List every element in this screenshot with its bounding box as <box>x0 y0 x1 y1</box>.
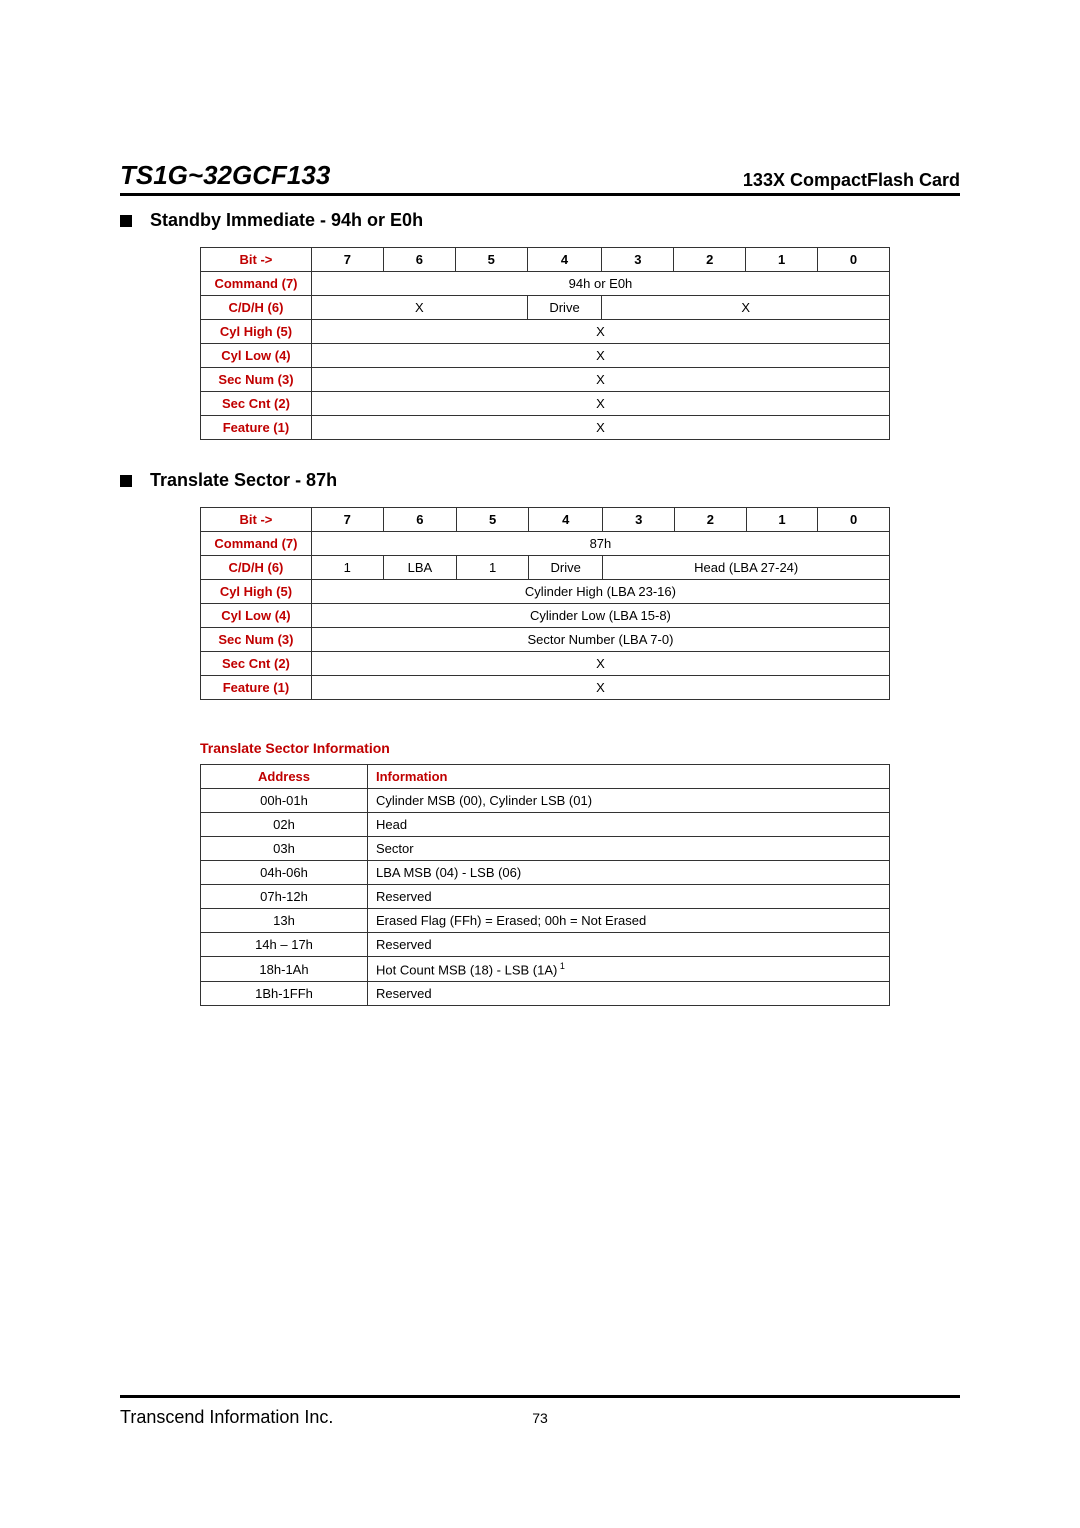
row-label: C/D/H (6) <box>201 296 312 320</box>
info-addr: 14h – 17h <box>201 933 368 957</box>
row-label: C/D/H (6) <box>201 556 312 580</box>
row-val: 94h or E0h <box>311 272 889 296</box>
footer-company: Transcend Information Inc. <box>120 1407 333 1428</box>
bit-6: 6 <box>383 248 455 272</box>
doc-title: TS1G~32GCF133 <box>120 160 330 191</box>
info-addr: 03h <box>201 837 368 861</box>
bit-3: 3 <box>602 248 674 272</box>
row-val: X <box>602 296 890 320</box>
info-addr: 00h-01h <box>201 789 368 813</box>
table-translate: Bit -> 7 6 5 4 3 2 1 0 Command (7) 87h C… <box>200 507 890 700</box>
page-header: TS1G~32GCF133 133X CompactFlash Card <box>120 160 960 196</box>
row-label: Cyl Low (4) <box>201 604 312 628</box>
row-val: X <box>311 296 527 320</box>
info-value: Reserved <box>368 933 890 957</box>
row-label: Sec Cnt (2) <box>201 652 312 676</box>
row-val: 87h <box>311 532 889 556</box>
section2-title: Translate Sector - 87h <box>150 470 337 491</box>
info-value: Reserved <box>368 885 890 909</box>
bit-4: 4 <box>527 248 602 272</box>
row-val: X <box>311 344 889 368</box>
bit-6: 6 <box>383 508 457 532</box>
info-addr: 18h-1Ah <box>201 957 368 982</box>
table-standby: Bit -> 7 6 5 4 3 2 1 0 Command (7) 94h o… <box>200 247 890 440</box>
page-footer: Transcend Information Inc. 73 <box>120 1407 960 1428</box>
info-value: Cylinder MSB (00), Cylinder LSB (01) <box>368 789 890 813</box>
section-translate: Translate Sector - 87h <box>120 470 960 491</box>
bit-2: 2 <box>674 248 746 272</box>
info-value: Head <box>368 813 890 837</box>
bit-5: 5 <box>457 508 529 532</box>
row-val: Sector Number (LBA 7-0) <box>311 628 889 652</box>
bit-2: 2 <box>675 508 747 532</box>
footer-rule <box>120 1395 960 1398</box>
bit-0: 0 <box>818 248 890 272</box>
bit-7: 7 <box>311 248 383 272</box>
row-label: Cyl High (5) <box>201 320 312 344</box>
section1-title: Standby Immediate - 94h or E0h <box>150 210 423 231</box>
row-val: Head (LBA 27-24) <box>603 556 890 580</box>
section-standby: Standby Immediate - 94h or E0h <box>120 210 960 231</box>
row-val: X <box>311 320 889 344</box>
bullet-icon <box>120 475 132 487</box>
info-addr: 02h <box>201 813 368 837</box>
bit-3: 3 <box>603 508 675 532</box>
table-info: Address Information 00h-01hCylinder MSB … <box>200 764 890 1006</box>
info-value: Reserved <box>368 982 890 1006</box>
row-label: Sec Num (3) <box>201 368 312 392</box>
bit-5: 5 <box>455 248 527 272</box>
bit-1: 1 <box>746 508 818 532</box>
row-val: X <box>311 368 889 392</box>
info-value: Erased Flag (FFh) = Erased; 00h = Not Er… <box>368 909 890 933</box>
info-header-info: Information <box>368 765 890 789</box>
bit-7: 7 <box>311 508 383 532</box>
bit-4: 4 <box>528 508 603 532</box>
doc-subtitle: 133X CompactFlash Card <box>743 170 960 191</box>
bit-0: 0 <box>818 508 890 532</box>
bit-1: 1 <box>746 248 818 272</box>
bullet-icon <box>120 215 132 227</box>
row-label: Sec Num (3) <box>201 628 312 652</box>
row-label: Command (7) <box>201 272 312 296</box>
row-label: Feature (1) <box>201 416 312 440</box>
row-label: Feature (1) <box>201 676 312 700</box>
row-val: X <box>311 416 889 440</box>
row-val: Drive <box>527 296 602 320</box>
row-label: Cyl High (5) <box>201 580 312 604</box>
row-val: 1 <box>311 556 383 580</box>
row-val: LBA <box>383 556 457 580</box>
row-val: X <box>311 676 889 700</box>
bit-header: Bit -> <box>201 508 312 532</box>
info-value: Hot Count MSB (18) - LSB (1A) 1 <box>368 957 890 982</box>
bit-header: Bit -> <box>201 248 312 272</box>
row-val: Drive <box>528 556 603 580</box>
row-val: 1 <box>457 556 529 580</box>
row-val: X <box>311 392 889 416</box>
row-val: X <box>311 652 889 676</box>
info-addr: 1Bh-1FFh <box>201 982 368 1006</box>
page-number: 73 <box>532 1410 548 1426</box>
info-header-addr: Address <box>201 765 368 789</box>
info-value: LBA MSB (04) - LSB (06) <box>368 861 890 885</box>
row-val: Cylinder High (LBA 23-16) <box>311 580 889 604</box>
row-label: Cyl Low (4) <box>201 344 312 368</box>
row-val: Cylinder Low (LBA 15-8) <box>311 604 889 628</box>
info-title: Translate Sector Information <box>200 740 960 756</box>
row-label: Command (7) <box>201 532 312 556</box>
info-addr: 07h-12h <box>201 885 368 909</box>
info-addr: 04h-06h <box>201 861 368 885</box>
row-label: Sec Cnt (2) <box>201 392 312 416</box>
info-value: Sector <box>368 837 890 861</box>
info-addr: 13h <box>201 909 368 933</box>
